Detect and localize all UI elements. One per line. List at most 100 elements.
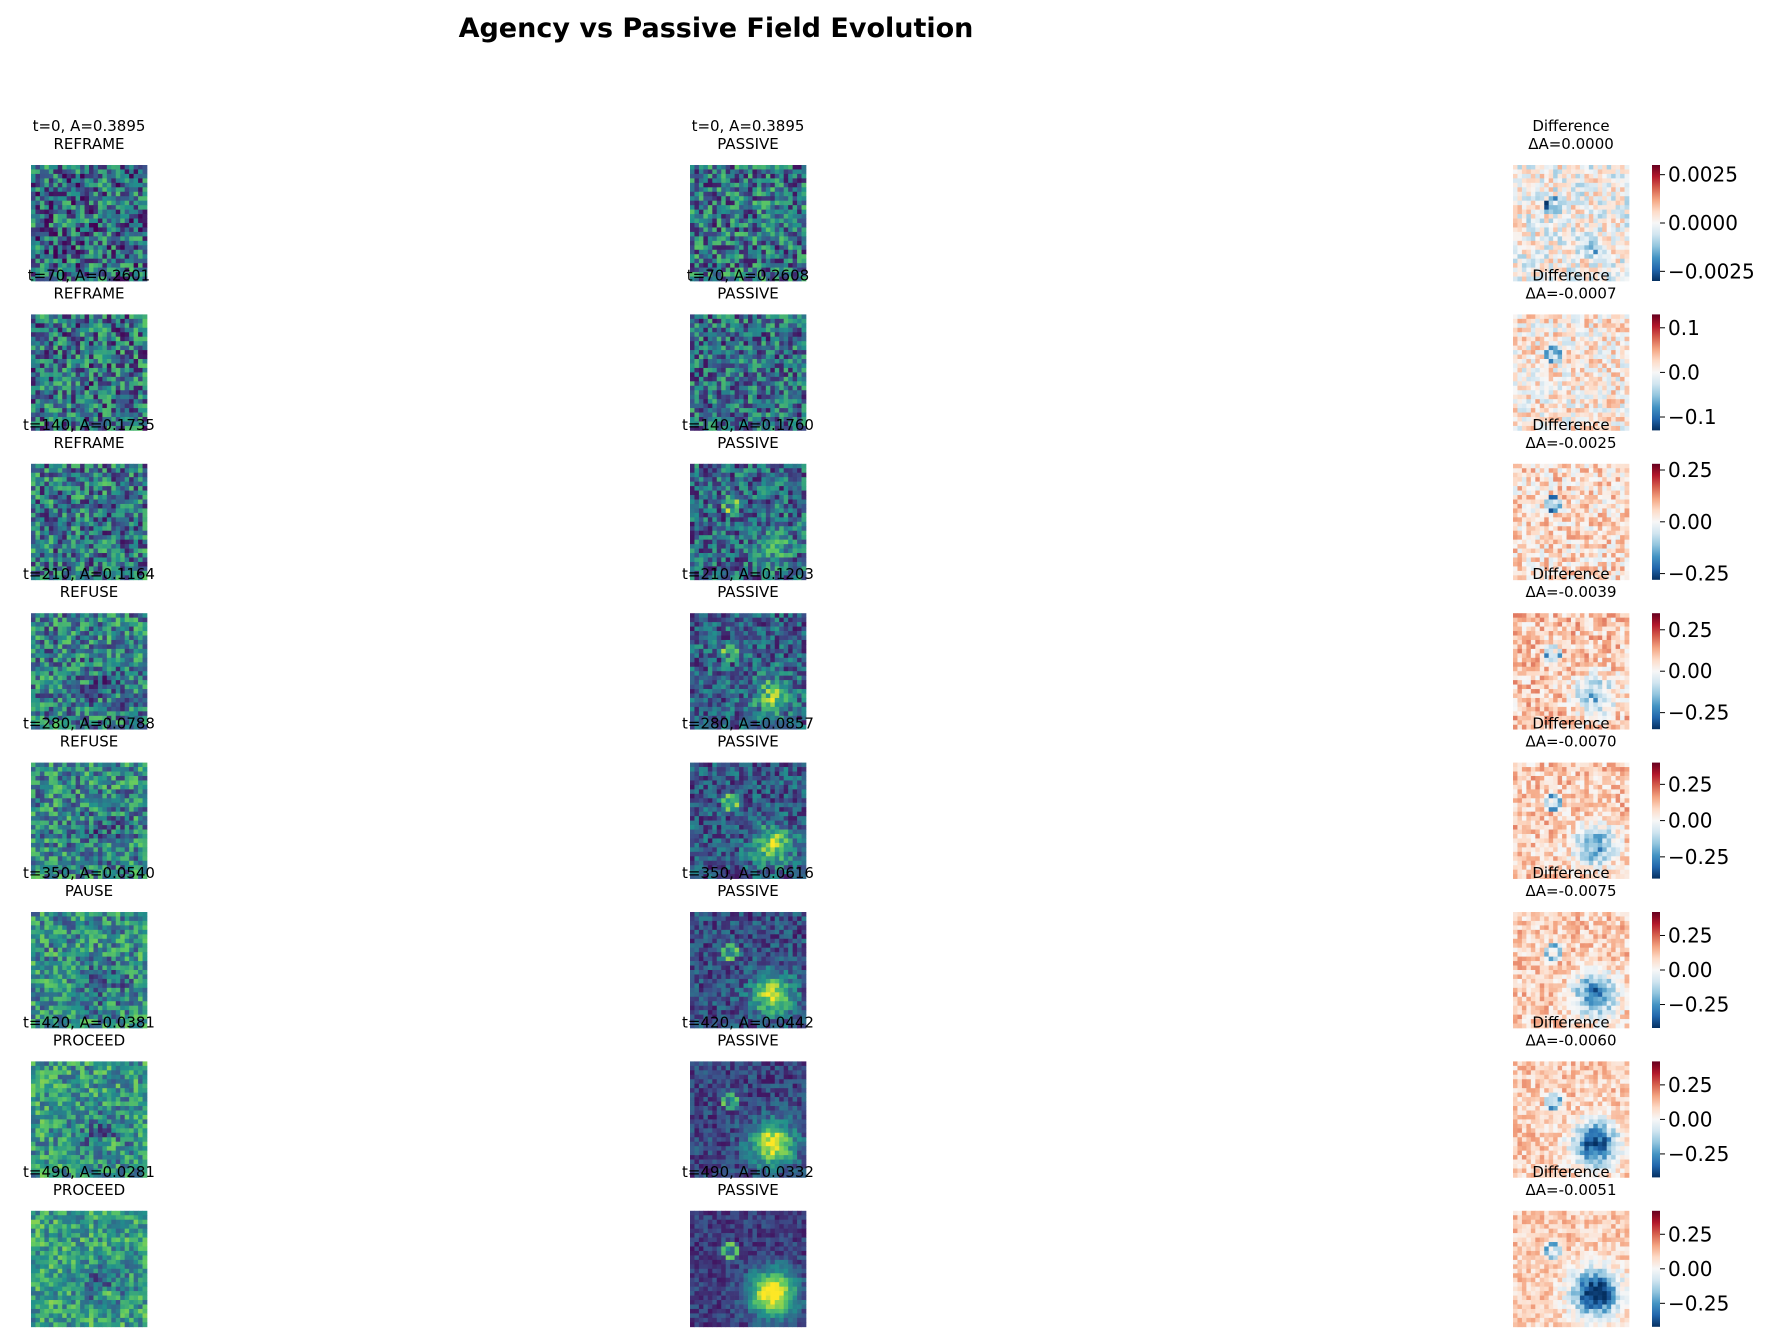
passive-heatmap xyxy=(690,613,807,730)
passive-panel-title: t=70, A=0.2608 xyxy=(687,266,809,284)
colorbar-tick-label: −0.25 xyxy=(1668,701,1729,725)
difference-heatmap xyxy=(1513,912,1630,1029)
colorbar-tick-label: 0.25 xyxy=(1668,1222,1713,1246)
agency-heatmap xyxy=(31,1210,148,1328)
colorbar-gradient xyxy=(1652,1210,1660,1327)
passive-panel-title: t=210, A=0.1203 xyxy=(682,565,814,583)
agency-panel-subtitle: REFRAME xyxy=(53,135,124,153)
colorbar-tick-label: 0.00 xyxy=(1668,1257,1713,1281)
agency-panel-subtitle: PAUSE xyxy=(65,882,113,900)
passive-heatmap xyxy=(690,912,807,1029)
agency-panel-subtitle: PROCEED xyxy=(53,1031,125,1049)
colorbar-tick-label: −0.25 xyxy=(1668,1291,1729,1315)
colorbar-tick-label: −0.25 xyxy=(1668,993,1729,1017)
difference-panel-subtitle: ΔA=-0.0051 xyxy=(1526,1181,1617,1199)
difference-heatmap xyxy=(1513,762,1630,879)
difference-panel-subtitle: ΔA=-0.0070 xyxy=(1526,733,1617,751)
agency-panel-title: t=420, A=0.0381 xyxy=(23,1013,155,1031)
colorbar-gradient xyxy=(1652,762,1660,879)
agency-panel-title: t=210, A=0.1164 xyxy=(23,565,155,583)
agency-heatmap xyxy=(31,912,148,1029)
difference-panel-title: Difference xyxy=(1532,565,1609,583)
passive-panel-subtitle: PASSIVE xyxy=(717,1181,779,1199)
agency-panel-title: t=70, A=0.2601 xyxy=(28,266,150,284)
difference-panel-subtitle: ΔA=-0.0025 xyxy=(1526,434,1617,452)
colorbar-tick-label: 0.25 xyxy=(1668,1073,1713,1097)
passive-heatmap xyxy=(690,1210,807,1328)
colorbar-tick-label: 0.00 xyxy=(1668,659,1713,683)
colorbar-gradient xyxy=(1652,1061,1660,1178)
passive-panel-subtitle: PASSIVE xyxy=(717,733,779,751)
colorbar-tick-label: 0.0000 xyxy=(1668,211,1738,235)
agency-heatmap xyxy=(31,613,148,730)
passive-panel-subtitle: PASSIVE xyxy=(717,1031,779,1049)
passive-panel-title: t=140, A=0.1760 xyxy=(682,416,814,434)
colorbar-tick-label: −0.1 xyxy=(1668,405,1717,429)
difference-panel-subtitle: ΔA=-0.0039 xyxy=(1526,583,1617,601)
agency-panel-title: t=490, A=0.0281 xyxy=(23,1163,155,1181)
colorbar-tick-label: 0.00 xyxy=(1668,958,1713,982)
colorbar-tick-label: −0.25 xyxy=(1668,562,1729,586)
difference-heatmap xyxy=(1513,1061,1630,1178)
passive-panel-subtitle: PASSIVE xyxy=(717,434,779,452)
passive-panel-subtitle: PASSIVE xyxy=(717,284,779,302)
colorbar-gradient xyxy=(1652,314,1660,431)
colorbar-tick-label: 0.00 xyxy=(1668,809,1713,833)
passive-heatmap xyxy=(690,165,807,282)
colorbar-gradient xyxy=(1652,165,1660,281)
difference-heatmap xyxy=(1513,613,1630,730)
colorbar: 0.1 0.0 −0.1 xyxy=(1652,314,1717,431)
difference-panel-subtitle: ΔA=-0.0060 xyxy=(1526,1031,1617,1049)
colorbar-gradient xyxy=(1652,912,1660,1028)
passive-panel-title: t=350, A=0.0616 xyxy=(682,864,814,882)
difference-panel-subtitle: ΔA=-0.0007 xyxy=(1526,284,1617,302)
agency-panel-title: t=0, A=0.3895 xyxy=(33,117,146,135)
figure-title: Agency vs Passive Field Evolution xyxy=(459,13,974,44)
agency-panel-subtitle: PROCEED xyxy=(53,1181,125,1199)
passive-heatmap xyxy=(690,314,807,431)
difference-panel-title: Difference xyxy=(1532,416,1609,434)
agency-panel-title: t=350, A=0.0540 xyxy=(23,864,155,882)
colorbar: 0.25 0.00 −0.25 xyxy=(1652,613,1729,730)
difference-heatmap xyxy=(1513,1210,1630,1328)
colorbar-gradient xyxy=(1652,613,1660,730)
colorbar-tick-label: 0.25 xyxy=(1668,772,1713,796)
agency-heatmap xyxy=(31,1061,148,1178)
difference-panel-subtitle: ΔA=-0.0075 xyxy=(1526,882,1617,900)
colorbar-tick-label: 0.00 xyxy=(1668,1107,1713,1131)
colorbar: 0.0025 0.0000 −0.0025 xyxy=(1652,163,1755,283)
agency-heatmap xyxy=(31,762,148,879)
difference-heatmap xyxy=(1513,314,1630,431)
difference-panel-title: Difference xyxy=(1532,266,1609,284)
colorbar-tick-label: 0.25 xyxy=(1668,923,1713,947)
passive-panel-subtitle: PASSIVE xyxy=(717,135,779,153)
passive-panel-subtitle: PASSIVE xyxy=(717,583,779,601)
agency-panel-title: t=140, A=0.1735 xyxy=(23,416,155,434)
passive-panel-title: t=490, A=0.0332 xyxy=(682,1163,814,1181)
colorbar: 0.25 0.00 −0.25 xyxy=(1652,458,1729,586)
agency-panel-subtitle: REFUSE xyxy=(60,733,119,751)
agency-panel-subtitle: REFUSE xyxy=(60,583,119,601)
passive-panel-title: t=420, A=0.0442 xyxy=(682,1013,814,1031)
agency-panel-subtitle: REFRAME xyxy=(53,284,124,302)
difference-panel-title: Difference xyxy=(1532,715,1609,733)
passive-heatmap xyxy=(690,1061,807,1178)
colorbar-tick-label: 0.1 xyxy=(1668,316,1700,340)
difference-panel-subtitle: ΔA=0.0000 xyxy=(1528,135,1614,153)
difference-panel-title: Difference xyxy=(1532,1013,1609,1031)
colorbar-gradient xyxy=(1652,463,1660,580)
passive-panel-subtitle: PASSIVE xyxy=(717,882,779,900)
colorbar-tick-label: 0.25 xyxy=(1668,618,1713,642)
agency-heatmap xyxy=(31,314,148,431)
colorbar-tick-label: 0.25 xyxy=(1668,458,1713,482)
colorbar-tick-label: −0.25 xyxy=(1668,1142,1729,1166)
